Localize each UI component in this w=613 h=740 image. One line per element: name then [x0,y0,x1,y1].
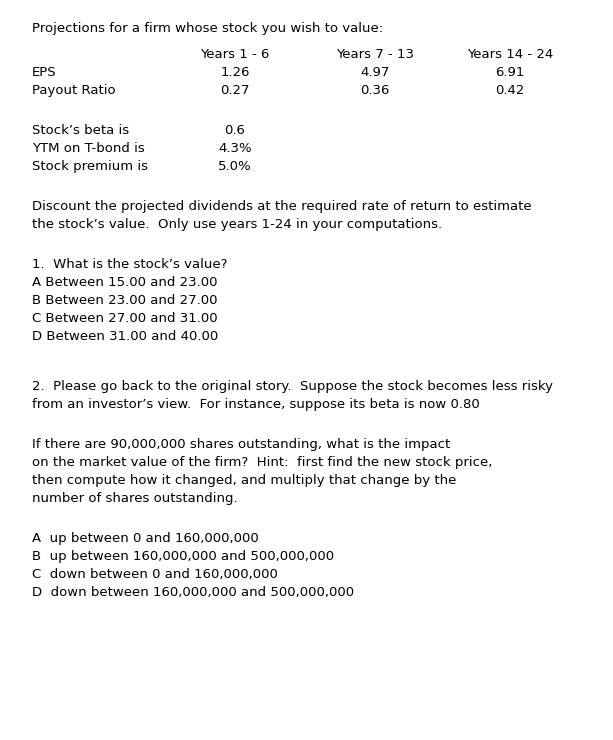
Text: Discount the projected dividends at the required rate of return to estimate: Discount the projected dividends at the … [32,200,531,213]
Text: Years 14 - 24: Years 14 - 24 [467,48,553,61]
Text: B Between 23.00 and 27.00: B Between 23.00 and 27.00 [32,294,218,307]
Text: C  down between 0 and 160,000,000: C down between 0 and 160,000,000 [32,568,278,581]
Text: 0.36: 0.36 [360,84,390,97]
Text: then compute how it changed, and multiply that change by the: then compute how it changed, and multipl… [32,474,456,487]
Text: Projections for a firm whose stock you wish to value:: Projections for a firm whose stock you w… [32,22,383,35]
Text: Years 7 - 13: Years 7 - 13 [336,48,414,61]
Text: A  up between 0 and 160,000,000: A up between 0 and 160,000,000 [32,532,259,545]
Text: YTM on T-bond is: YTM on T-bond is [32,142,145,155]
Text: Stock’s beta is: Stock’s beta is [32,124,129,137]
Text: Years 1 - 6: Years 1 - 6 [200,48,270,61]
Text: Stock premium is: Stock premium is [32,160,148,173]
Text: 0.42: 0.42 [495,84,525,97]
Text: 6.91: 6.91 [495,66,525,79]
Text: from an investor’s view.  For instance, suppose its beta is now 0.80: from an investor’s view. For instance, s… [32,398,480,411]
Text: 0.27: 0.27 [220,84,249,97]
Text: 5.0%: 5.0% [218,160,252,173]
Text: on the market value of the firm?  Hint:  first find the new stock price,: on the market value of the firm? Hint: f… [32,456,492,469]
Text: 4.3%: 4.3% [218,142,252,155]
Text: If there are 90,000,000 shares outstanding, what is the impact: If there are 90,000,000 shares outstandi… [32,438,451,451]
Text: the stock’s value.  Only use years 1-24 in your computations.: the stock’s value. Only use years 1-24 i… [32,218,442,231]
Text: D Between 31.00 and 40.00: D Between 31.00 and 40.00 [32,330,218,343]
Text: D  down between 160,000,000 and 500,000,000: D down between 160,000,000 and 500,000,0… [32,586,354,599]
Text: 0.6: 0.6 [224,124,245,137]
Text: EPS: EPS [32,66,56,79]
Text: A Between 15.00 and 23.00: A Between 15.00 and 23.00 [32,276,218,289]
Text: 1.  What is the stock’s value?: 1. What is the stock’s value? [32,258,227,271]
Text: 4.97: 4.97 [360,66,390,79]
Text: B  up between 160,000,000 and 500,000,000: B up between 160,000,000 and 500,000,000 [32,550,334,563]
Text: number of shares outstanding.: number of shares outstanding. [32,492,238,505]
Text: Payout Ratio: Payout Ratio [32,84,116,97]
Text: 2.  Please go back to the original story.  Suppose the stock becomes less risky: 2. Please go back to the original story.… [32,380,553,393]
Text: C Between 27.00 and 31.00: C Between 27.00 and 31.00 [32,312,218,325]
Text: 1.26: 1.26 [220,66,249,79]
